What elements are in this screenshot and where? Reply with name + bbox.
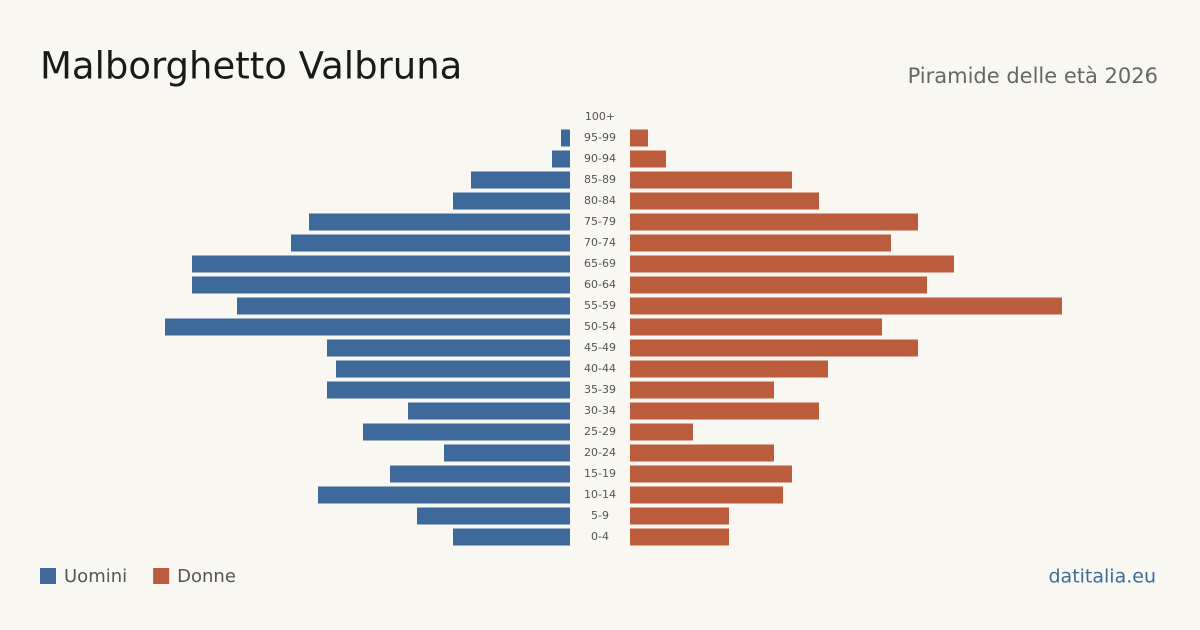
bar	[327, 339, 570, 357]
bar	[630, 234, 891, 252]
legend-swatch	[153, 568, 170, 584]
bar	[237, 297, 570, 315]
bar	[630, 381, 774, 399]
bar	[192, 255, 570, 273]
bar	[327, 381, 570, 399]
chart-subtitle: Piramide delle età 2026	[908, 64, 1158, 88]
age-label: 85-89	[584, 173, 616, 186]
age-label: 0-4	[591, 530, 609, 543]
age-label: 45-49	[584, 341, 616, 354]
bar	[471, 171, 570, 189]
bar	[630, 339, 918, 357]
bar	[363, 423, 570, 441]
bar	[444, 444, 570, 462]
bar	[453, 192, 570, 210]
bar	[630, 192, 819, 210]
age-label: 40-44	[584, 362, 616, 375]
bar	[630, 444, 774, 462]
age-label: 25-29	[584, 425, 616, 438]
legend-label: Donne	[177, 566, 236, 587]
bar	[630, 129, 648, 147]
bar	[630, 423, 693, 441]
bar	[630, 150, 666, 168]
bar	[630, 402, 819, 420]
bar	[390, 465, 570, 483]
age-label: 10-14	[584, 488, 616, 501]
bar	[630, 507, 729, 525]
source: datitalia.eu	[1049, 566, 1157, 588]
bar	[192, 276, 570, 294]
bar	[630, 276, 927, 294]
bar	[630, 528, 729, 546]
age-label: 30-34	[584, 404, 616, 417]
age-label: 75-79	[584, 215, 616, 228]
age-label: 5-9	[591, 509, 609, 522]
age-label: 60-64	[584, 278, 616, 291]
bar	[309, 213, 570, 231]
chart-title: Malborghetto Valbruna	[40, 45, 462, 88]
bar	[336, 360, 570, 378]
age-label: 55-59	[584, 299, 616, 312]
bar	[453, 528, 570, 546]
bar	[630, 171, 792, 189]
age-label: 20-24	[584, 446, 616, 459]
bar	[630, 360, 828, 378]
bar	[561, 129, 570, 147]
legend-swatch	[40, 568, 56, 584]
bar	[552, 150, 570, 168]
bar	[291, 234, 570, 252]
bar	[165, 318, 570, 336]
bar	[630, 213, 918, 231]
bar	[318, 486, 570, 504]
age-label: 90-94	[584, 152, 616, 165]
age-label: 80-84	[584, 194, 616, 207]
legend-label: Uomini	[64, 566, 127, 587]
bar	[630, 255, 954, 273]
bar	[630, 297, 1062, 315]
age-label: 50-54	[584, 320, 616, 333]
age-label: 95-99	[584, 131, 616, 144]
age-label: 15-19	[584, 467, 616, 480]
age-label: 100+	[585, 110, 615, 123]
bar	[408, 402, 570, 420]
bar	[630, 486, 783, 504]
bar	[630, 318, 882, 336]
bar	[417, 507, 570, 525]
age-label: 65-69	[584, 257, 616, 270]
bar	[630, 465, 792, 483]
age-label: 35-39	[584, 383, 616, 396]
age-label: 70-74	[584, 236, 616, 249]
